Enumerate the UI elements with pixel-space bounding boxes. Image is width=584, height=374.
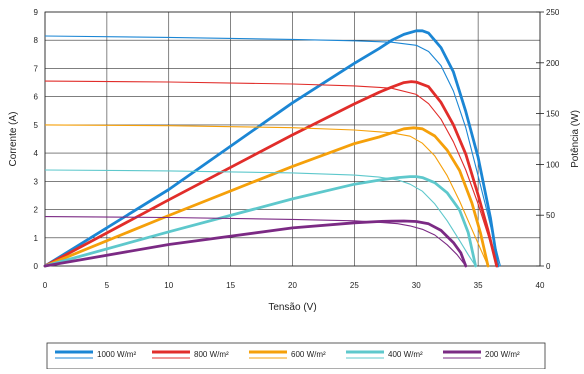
grid: [44, 11, 541, 267]
x-tick-label: 25: [350, 281, 359, 290]
series-3-power-line: [43, 175, 478, 268]
y-left-tick-label: 4: [34, 149, 39, 158]
legend-label: 400 W/m²: [388, 350, 423, 359]
series-1-power-line: [43, 80, 499, 268]
y-left-tick-label: 0: [34, 262, 39, 271]
series-1-current-line: [44, 80, 498, 267]
y-left-tick-label: 9: [34, 8, 39, 17]
legend-label: 200 W/m²: [485, 350, 520, 359]
x-tick-label: 10: [164, 281, 173, 290]
series-2-power-line: [43, 126, 490, 268]
y-right-tick-label: 150: [546, 110, 560, 119]
y-left-tick-label: 3: [34, 177, 39, 186]
legend-label: 800 W/m²: [194, 350, 229, 359]
y-right-tick-label: 100: [546, 160, 560, 169]
y-left-tick-label: 8: [34, 36, 39, 45]
x-tick-label: 40: [536, 281, 545, 290]
series-2-current-line: [44, 124, 489, 267]
x-tick-label: 15: [226, 281, 235, 290]
x-tick-label: 35: [474, 281, 483, 290]
series-0-power-line: [43, 29, 500, 268]
series-3-current-line: [44, 169, 477, 267]
y-left-tick-label: 1: [34, 234, 39, 243]
legend-label: 600 W/m²: [291, 350, 326, 359]
y-left-tick-label: 7: [34, 64, 39, 73]
x-tick-label: 20: [288, 281, 297, 290]
y-right-tick-label: 200: [546, 59, 560, 68]
x-axis-title: Tensão (V): [268, 302, 316, 313]
y-left-tick-label: 6: [34, 93, 39, 102]
axes: 0 5 10 15 20 25 30 35 40 0 1 2 3 4 5 6 7 8 9 0 50 100 150 200 25…: [8, 8, 581, 313]
y-right-tick-label: 250: [546, 8, 560, 17]
x-tick-label: 5: [105, 281, 110, 290]
y-left-axis-title: Corrente (A): [8, 111, 19, 166]
x-tick-label: 30: [412, 281, 421, 290]
series-0-current-line: [44, 35, 501, 267]
y-left-tick-label: 5: [34, 121, 39, 130]
series-4-power-line: [43, 219, 468, 268]
y-left-tick-label: 2: [34, 206, 39, 215]
legend-label: 1000 W/m²: [97, 350, 136, 359]
series-4-current-line: [44, 216, 467, 267]
x-tick-label: 0: [43, 281, 48, 290]
y-right-tick-label: 0: [546, 262, 551, 271]
y-right-tick-label: 50: [546, 211, 555, 220]
y-right-axis-title: Potência (W): [570, 110, 581, 168]
series-group: [43, 29, 501, 268]
plot-frame: [44, 11, 541, 267]
